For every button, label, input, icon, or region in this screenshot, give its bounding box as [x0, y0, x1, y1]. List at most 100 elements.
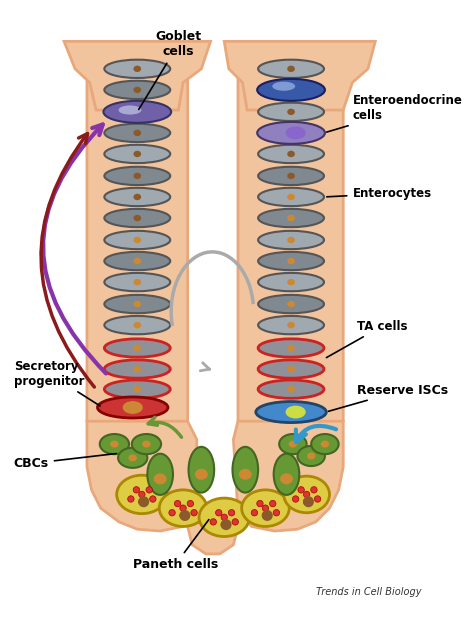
Ellipse shape	[258, 167, 324, 185]
Ellipse shape	[189, 447, 214, 493]
Ellipse shape	[134, 151, 141, 157]
Ellipse shape	[239, 469, 252, 480]
Ellipse shape	[134, 279, 141, 285]
Ellipse shape	[103, 101, 171, 123]
Circle shape	[228, 510, 235, 516]
Text: Paneth cells: Paneth cells	[133, 520, 219, 571]
Circle shape	[303, 498, 310, 505]
Ellipse shape	[287, 215, 295, 221]
Text: Goblet
cells: Goblet cells	[139, 30, 201, 110]
Ellipse shape	[287, 108, 295, 115]
Circle shape	[303, 496, 314, 507]
Circle shape	[187, 500, 193, 507]
Ellipse shape	[298, 446, 325, 466]
Ellipse shape	[134, 108, 141, 115]
Ellipse shape	[287, 301, 295, 307]
Ellipse shape	[134, 194, 141, 200]
Circle shape	[139, 498, 145, 505]
Ellipse shape	[104, 380, 170, 398]
Ellipse shape	[258, 209, 324, 227]
Circle shape	[220, 519, 232, 530]
Ellipse shape	[258, 188, 324, 206]
Circle shape	[179, 510, 191, 521]
Ellipse shape	[104, 60, 170, 78]
Ellipse shape	[287, 151, 295, 157]
Circle shape	[146, 486, 153, 493]
Ellipse shape	[104, 81, 170, 99]
Ellipse shape	[104, 103, 170, 121]
Ellipse shape	[118, 105, 141, 115]
Ellipse shape	[287, 386, 295, 392]
Ellipse shape	[258, 123, 324, 142]
Ellipse shape	[287, 194, 295, 200]
Circle shape	[139, 491, 145, 498]
Ellipse shape	[118, 448, 147, 468]
Circle shape	[138, 496, 149, 507]
Ellipse shape	[104, 316, 170, 335]
Circle shape	[174, 500, 181, 507]
Ellipse shape	[142, 440, 151, 447]
Ellipse shape	[287, 173, 295, 179]
Ellipse shape	[104, 339, 170, 357]
Circle shape	[180, 512, 186, 518]
Ellipse shape	[258, 145, 324, 163]
Ellipse shape	[258, 81, 324, 99]
FancyArrowPatch shape	[296, 426, 336, 442]
Polygon shape	[233, 421, 343, 531]
Ellipse shape	[134, 173, 141, 179]
Circle shape	[314, 496, 321, 502]
Ellipse shape	[134, 130, 141, 136]
Ellipse shape	[104, 167, 170, 185]
Text: TA cells: TA cells	[327, 319, 408, 358]
Ellipse shape	[258, 316, 324, 335]
Ellipse shape	[128, 454, 137, 461]
Circle shape	[180, 505, 186, 512]
Circle shape	[191, 510, 197, 516]
Ellipse shape	[159, 490, 207, 527]
Ellipse shape	[232, 447, 258, 493]
Ellipse shape	[256, 401, 326, 423]
Circle shape	[216, 510, 222, 516]
Polygon shape	[238, 46, 343, 430]
Ellipse shape	[104, 209, 170, 227]
Text: Enteroendocrine
cells: Enteroendocrine cells	[327, 94, 462, 132]
Circle shape	[311, 486, 317, 493]
Ellipse shape	[104, 273, 170, 291]
Text: Enterocytes: Enterocytes	[327, 187, 431, 200]
Ellipse shape	[258, 295, 324, 313]
Circle shape	[298, 486, 304, 493]
Circle shape	[128, 496, 134, 502]
Ellipse shape	[134, 366, 141, 372]
Polygon shape	[224, 42, 375, 110]
Ellipse shape	[287, 87, 295, 93]
Polygon shape	[188, 513, 238, 554]
Circle shape	[262, 505, 269, 512]
Circle shape	[262, 512, 269, 518]
Ellipse shape	[134, 301, 141, 307]
Ellipse shape	[134, 258, 141, 264]
Ellipse shape	[307, 452, 315, 459]
Ellipse shape	[104, 188, 170, 206]
Ellipse shape	[258, 380, 324, 398]
Ellipse shape	[258, 103, 324, 121]
Circle shape	[221, 514, 228, 520]
Text: Secretory
progenitor: Secretory progenitor	[14, 360, 100, 406]
Circle shape	[133, 486, 139, 493]
Ellipse shape	[154, 473, 166, 484]
Ellipse shape	[258, 360, 324, 378]
Ellipse shape	[287, 258, 295, 264]
Text: Trends in Cell Biology: Trends in Cell Biology	[316, 587, 421, 597]
Ellipse shape	[147, 454, 173, 495]
Ellipse shape	[134, 322, 141, 328]
Ellipse shape	[287, 322, 295, 328]
Ellipse shape	[289, 440, 297, 447]
Ellipse shape	[258, 339, 324, 357]
Polygon shape	[64, 42, 210, 110]
Ellipse shape	[287, 279, 295, 285]
Ellipse shape	[287, 345, 295, 351]
Ellipse shape	[104, 252, 170, 270]
Ellipse shape	[134, 386, 141, 392]
Ellipse shape	[287, 66, 295, 72]
Ellipse shape	[257, 79, 325, 101]
Circle shape	[221, 522, 228, 528]
